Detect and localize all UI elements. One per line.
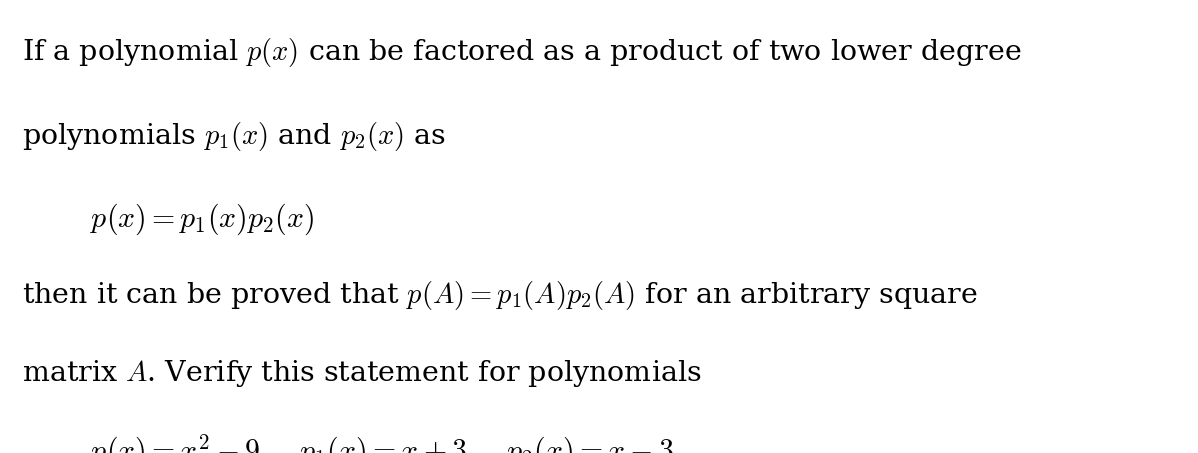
Text: matrix $A$. Verify this statement for polynomials: matrix $A$. Verify this statement for po… [22,358,701,389]
Text: polynomials $p_1(x)$ and $p_2(x)$ as: polynomials $p_1(x)$ and $p_2(x)$ as [22,120,446,153]
Text: $p(x) = x^2 - 9, \quad p_1(x) = x + 3, \quad p_2(x) = x - 3.$: $p(x) = x^2 - 9, \quad p_1(x) = x + 3, \… [90,433,680,453]
Text: $p(x) = p_1(x)p_2(x)$: $p(x) = p_1(x)p_2(x)$ [90,202,314,237]
Text: then it can be proved that $p(A) = p_1(A)p_2(A)$ for an arbitrary square: then it can be proved that $p(A) = p_1(A… [22,279,978,312]
Text: If a polynomial $p(x)$ can be factored as a product of two lower degree: If a polynomial $p(x)$ can be factored a… [22,36,1021,69]
